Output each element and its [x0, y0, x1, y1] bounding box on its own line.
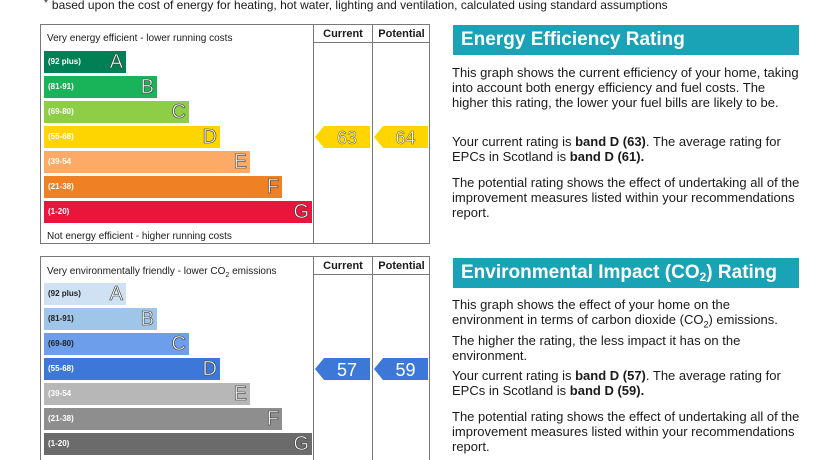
top-caption: Very energy efficient - lower running co… — [47, 33, 233, 44]
band-letter: E — [233, 383, 247, 406]
divider-potential — [372, 25, 373, 243]
top-caption: Very environmentally friendly - lower CO… — [47, 266, 277, 279]
band-letter: C — [171, 101, 186, 124]
potential-arrow-shape — [374, 358, 428, 380]
footnote-star: * — [44, 0, 48, 9]
band-letter: D — [202, 126, 217, 149]
energy-current-rating-text: Your current rating is band D (63). The … — [452, 134, 781, 164]
band-letter: G — [293, 201, 309, 224]
band-b: (81-91) B — [44, 308, 157, 330]
band-letter: C — [171, 333, 186, 356]
current-arrow-shape — [315, 126, 370, 148]
energy-potential-text: The potential rating shows the effect of… — [452, 175, 800, 220]
band-letter: A — [109, 283, 123, 306]
footnote-text: based upon the cost of energy for heatin… — [51, 0, 668, 12]
band-e: (39-54 E — [44, 151, 250, 173]
band-range-label: (55-68) — [48, 132, 74, 141]
band-c: (69-80) C — [44, 101, 189, 123]
band-letter: F — [266, 408, 279, 431]
divider-current — [313, 257, 314, 460]
band-range-label: (69-80) — [48, 339, 74, 348]
band-letter: B — [140, 308, 154, 331]
potential-rating-arrow: 64 — [374, 126, 428, 148]
band-g: (1-20) G — [44, 201, 312, 223]
band-f: (21-38) F — [44, 408, 282, 430]
environment-current-rating-text: Your current rating is band D (57). The … — [452, 368, 781, 398]
band-range-label: (81-91) — [48, 314, 74, 323]
band-a: (92 plus) A — [44, 283, 126, 305]
energy-rating-arrows: 63 64 — [315, 126, 428, 148]
band-letter: D — [202, 358, 217, 381]
bottom-caption: Not energy efficient - higher running co… — [47, 231, 232, 242]
band-range-label: (39-54 — [48, 389, 72, 398]
band-range-label: (1-20) — [48, 207, 70, 216]
environmental-impact-chart: Current Potential Very environmentally f… — [40, 256, 430, 460]
band-letter: E — [233, 151, 247, 174]
band-range-label: (55-68) — [48, 364, 74, 373]
column-current: Current — [323, 28, 363, 40]
environmental-rating-arrows: 57 59 — [315, 358, 428, 380]
column-potential: Potential — [378, 260, 425, 272]
divider-current — [313, 25, 314, 243]
current-rating-value: 63 — [337, 128, 357, 148]
footnote: * based upon the cost of energy for heati… — [44, 0, 668, 12]
current-rating-value: 57 — [337, 360, 357, 380]
band-range-label: (69-80) — [48, 107, 74, 116]
band-g: (1-20) G — [44, 433, 312, 455]
band-c: (69-80) C — [44, 333, 189, 355]
band-range-label: (21-38) — [48, 414, 74, 423]
band-d: (55-68) D — [44, 126, 220, 148]
column-potential: Potential — [378, 28, 425, 40]
header-divider — [313, 274, 429, 275]
environment-heading: Environmental Impact (CO2) Rating — [453, 258, 799, 288]
energy-rating-chart: Current Potential Very energy efficient … — [40, 24, 430, 244]
energy-description: This graph shows the current efficiency … — [452, 65, 799, 110]
energy-heading: Energy Efficiency Rating — [453, 25, 799, 55]
potential-arrow-shape — [374, 126, 428, 148]
divider-potential — [372, 257, 373, 460]
band-range-label: (1-20) — [48, 439, 70, 448]
band-letter: A — [109, 51, 123, 74]
band-range-label: (92 plus) — [48, 289, 81, 298]
band-letter: F — [266, 176, 279, 199]
band-a: (92 plus) A — [44, 51, 126, 73]
environment-description: This graph shows the effect of your home… — [452, 297, 778, 363]
potential-rating-arrow: 59 — [374, 358, 428, 380]
band-d: (55-68) D — [44, 358, 220, 380]
potential-rating-value: 59 — [395, 360, 415, 380]
band-b: (81-91) B — [44, 76, 157, 98]
current-rating-arrow: 57 — [315, 358, 370, 380]
current-arrow-shape — [315, 358, 370, 380]
band-letter: G — [293, 433, 309, 456]
band-e: (39-54 E — [44, 383, 250, 405]
band-range-label: (21-38) — [48, 182, 74, 191]
band-f: (21-38) F — [44, 176, 282, 198]
environment-potential-text: The potential rating shows the effect of… — [452, 409, 800, 454]
header-divider — [313, 42, 429, 43]
band-range-label: (81-91) — [48, 82, 74, 91]
current-rating-arrow: 63 — [315, 126, 370, 148]
band-letter: B — [140, 76, 154, 99]
potential-rating-value: 64 — [395, 128, 415, 148]
column-current: Current — [323, 260, 363, 272]
band-range-label: (92 plus) — [48, 57, 81, 66]
band-range-label: (39-54 — [48, 157, 72, 166]
